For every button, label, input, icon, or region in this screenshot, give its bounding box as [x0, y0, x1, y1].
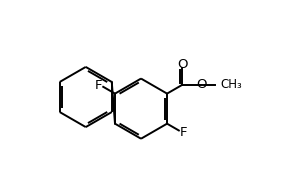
Text: F: F: [180, 126, 187, 139]
Text: O: O: [177, 58, 187, 71]
Text: O: O: [196, 78, 207, 91]
Text: F: F: [95, 79, 102, 92]
Text: CH₃: CH₃: [220, 78, 242, 91]
